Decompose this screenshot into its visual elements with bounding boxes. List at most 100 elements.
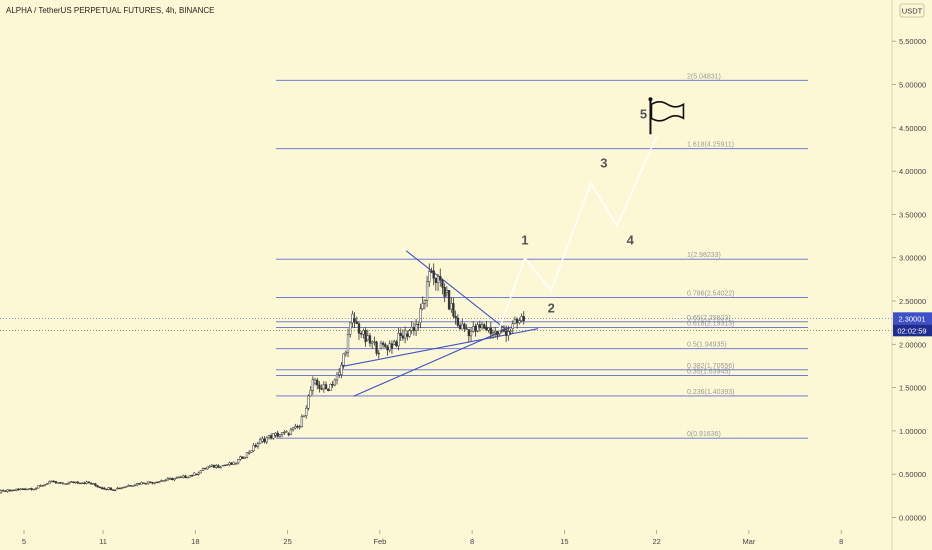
wave-label: 5 [640,106,647,121]
candle-body [237,459,240,464]
candle-body [406,333,409,337]
candle-body [329,384,332,391]
candle-body [467,329,470,337]
candle-body [511,323,514,329]
x-tick-label: 25 [283,537,291,546]
candle-body [164,479,167,482]
candle-body [311,379,315,391]
candle-body [516,319,519,324]
candle-body [472,325,475,332]
candle-body [215,465,218,468]
candle-body [252,444,255,452]
candle-body [430,271,433,273]
candle-body [168,478,172,480]
candle-body [327,389,330,391]
candle-body [432,270,435,279]
candle-body [118,487,121,490]
candle-body [52,480,55,483]
fib-label: 0.618(2.19313) [687,321,734,328]
candle-body [498,330,501,335]
candle-body [274,432,277,436]
candle-body [175,477,178,479]
candle-body [223,464,227,467]
candle-body [142,482,145,484]
candle-body [489,327,492,335]
candle-body [6,489,9,492]
candle-body [157,481,161,483]
candle-body [89,482,93,485]
candle-body [439,276,442,281]
flag-knob [648,97,653,102]
candle-body [338,371,341,376]
price-tag-value: 2.30001 [898,314,925,323]
candle-body [83,482,86,484]
candle-body [74,481,77,484]
candle-body [322,384,325,390]
fib-label: 0.786(2.54022) [687,291,734,298]
candle-body [399,332,402,337]
candle-body [412,326,416,332]
candle-body [302,415,306,417]
projection-line [497,136,658,332]
candle-body [309,390,312,397]
candle-body [346,334,350,353]
candle-body [4,490,7,492]
y-tick-label: 2.50000 [899,297,926,306]
candle-body [166,478,170,481]
candle-body [197,472,200,475]
candle-body [373,341,376,343]
candle-body [296,425,299,428]
candle-body [366,335,369,341]
y-tick-label: 3.50000 [899,210,926,219]
candle-body [184,475,187,478]
candle-body [280,432,284,435]
candle-body [100,487,104,490]
candle-body [54,481,58,484]
candle-body [61,482,64,484]
candle-body [59,482,62,484]
candle-body [8,489,11,492]
candle-body [171,478,174,481]
x-tick-label: 8 [839,537,843,546]
candle-body [320,388,323,390]
candle-body [480,324,484,328]
candle-body [342,353,345,366]
candle-body [201,468,205,471]
candle-body [375,341,378,354]
candle-body [254,444,257,447]
candle-body [96,485,99,488]
candle-body [250,450,253,453]
candle-body [226,464,229,466]
candle-body [78,482,82,485]
candle-body [331,384,334,386]
y-axis: 0.00000 0.50000 1.00000 1.50000 2.00000 2.500… [892,37,926,523]
candle-body [443,287,446,297]
candle-body [98,486,101,489]
candle-body [434,277,438,283]
candle-body [283,431,286,434]
candle-body [122,486,126,489]
y-tick-label: 4.50000 [899,124,926,133]
candle-body [48,481,51,485]
price-tag-countdown: 02:02:59 [897,326,926,335]
candle-body [278,434,282,437]
candle-body [228,462,231,466]
candle-body [423,299,427,304]
fib-label: 0.5(1.94935) [687,342,727,349]
currency-badge[interactable]: USDT [899,3,925,18]
candle-body [12,489,16,492]
candle-body [307,395,310,409]
candle-body [15,488,18,491]
candle-body [289,429,293,436]
candle-body [384,344,387,348]
candle-body [173,478,176,481]
candle-body [417,323,420,326]
candle-body [230,462,233,465]
candle-body [94,483,97,486]
candle-body [487,327,490,331]
currency-badge-label: USDT [902,7,923,16]
candle-body [0,490,3,494]
candle-body [153,482,156,484]
candle-body [32,488,36,491]
